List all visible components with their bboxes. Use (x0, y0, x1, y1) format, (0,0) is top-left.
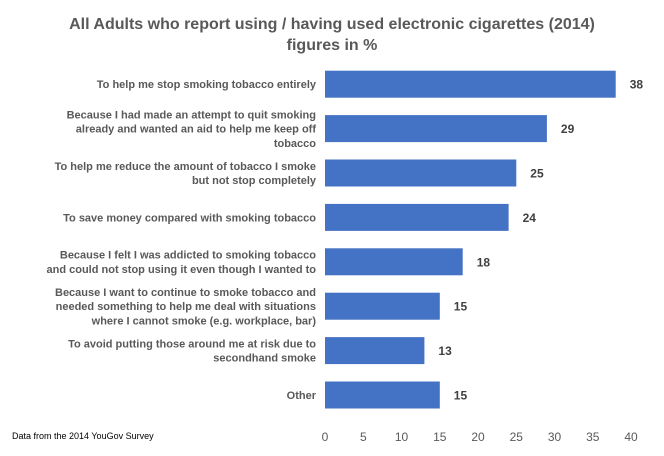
category-label: Other (287, 390, 317, 402)
data-label: 25 (530, 167, 544, 181)
data-label: 13 (438, 344, 452, 358)
data-label: 15 (454, 389, 468, 403)
category-label-line: needed something to help me deal with si… (56, 301, 316, 313)
category-label: To help me reduce the amount of tobacco … (55, 161, 317, 187)
bar (325, 115, 547, 143)
bar (325, 203, 509, 231)
category-label: Because I had made an attempt to quit sm… (67, 109, 317, 149)
x-tick-label: 35 (586, 430, 600, 444)
data-label: 29 (561, 122, 575, 136)
category-label: To help me stop smoking tobacco entirely (97, 79, 317, 91)
category-label-line: where I cannot smoke (e.g. workplace, ba… (91, 315, 317, 327)
chart-title: All Adults who report using / having use… (0, 14, 664, 56)
category-label: To avoid putting those around me at risk… (68, 339, 316, 365)
chart-title-line-2: figures in % (286, 37, 378, 54)
data-label: 18 (477, 255, 491, 269)
x-tick-label: 20 (471, 430, 485, 444)
category-label-line: tobacco (274, 138, 316, 150)
category-label-line: Other (287, 390, 317, 402)
category-label-line: already and wanted an aid to help me kee… (76, 124, 317, 136)
category-label-line: To save money compared with smoking toba… (63, 212, 316, 224)
data-label: 24 (523, 211, 537, 225)
category-label-line: Because I had made an attempt to quit sm… (67, 109, 316, 121)
category-label-line: Because I want to continue to smoke toba… (55, 287, 316, 299)
x-tick-label: 30 (548, 430, 562, 444)
category-label-line: but not stop completely (192, 175, 317, 187)
data-label: 15 (454, 300, 468, 314)
category-label-line: To avoid putting those around me at risk… (68, 339, 316, 351)
category-label-line: and could not stop using it even though … (47, 264, 317, 276)
category-label: Because I felt I was addicted to smoking… (47, 250, 317, 276)
data-label: 38 (630, 78, 644, 92)
bar (325, 337, 425, 365)
x-tick-label: 0 (322, 430, 329, 444)
category-label-line: To help me stop smoking tobacco entirely (97, 79, 317, 91)
x-tick-label: 10 (395, 430, 409, 444)
source-note: Data from the 2014 YouGov Survey (12, 431, 154, 441)
x-tick-label: 5 (360, 430, 367, 444)
category-label-line: To help me reduce the amount of tobacco … (55, 161, 316, 173)
bar (325, 292, 440, 320)
x-tick-label: 25 (510, 430, 524, 444)
category-label-line: secondhand smoke (213, 353, 316, 365)
x-tick-label: 15 (433, 430, 447, 444)
category-label: Because I want to continue to smoke toba… (55, 287, 316, 327)
bar (325, 70, 616, 98)
bar (325, 381, 440, 409)
bar (325, 248, 463, 276)
category-label: To save money compared with smoking toba… (63, 212, 316, 224)
bar (325, 159, 517, 187)
category-label-line: Because I felt I was addicted to smoking… (60, 250, 316, 262)
chart-title-line-1: All Adults who report using / having use… (69, 16, 595, 33)
x-tick-label: 40 (624, 430, 638, 444)
